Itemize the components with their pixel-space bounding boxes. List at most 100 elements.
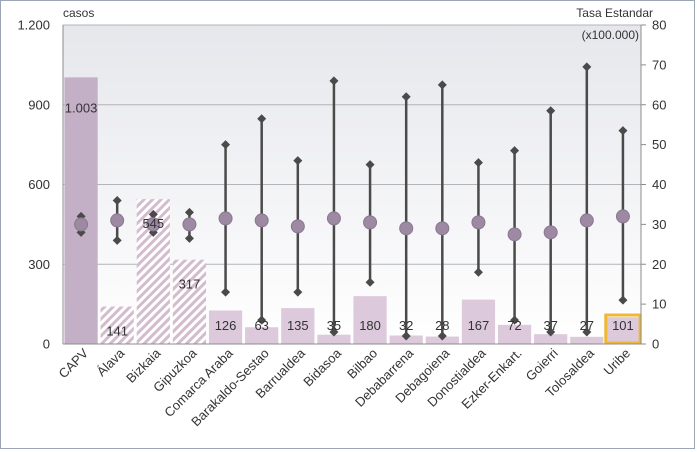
- data-labels: 1.003 141 545 317 126 63 135 35 180 32 28 167 72 37 27…: [65, 100, 634, 338]
- ci-high-marker: [221, 140, 231, 150]
- ci-low-marker: [184, 233, 194, 243]
- rate-point: [435, 221, 450, 236]
- ci-high-marker: [618, 126, 628, 136]
- right-tick-label: 30: [652, 217, 666, 232]
- confidence-intervals: [74, 62, 630, 341]
- bar-Tolosaldea: [570, 336, 604, 344]
- rate-point: [182, 217, 197, 232]
- ci-low-marker: [329, 327, 339, 337]
- left-tick-label: 0: [43, 337, 50, 352]
- ci-high-marker: [401, 92, 411, 102]
- right-tick-label: 50: [652, 137, 666, 152]
- ci-high-marker: [293, 156, 303, 166]
- ci-low-marker: [112, 235, 122, 245]
- bar-Ezker-Enkart.: [497, 324, 532, 344]
- rate-point: [74, 217, 89, 232]
- ci-high-marker: [112, 195, 122, 205]
- rate-point: [543, 225, 558, 240]
- case-label: 167: [468, 318, 490, 333]
- ci-low-marker: [401, 331, 411, 341]
- ci-low-marker: [257, 315, 267, 325]
- left-tick-label: 600: [28, 177, 50, 192]
- ci-low-marker: [546, 327, 556, 337]
- ci-low-marker: [582, 327, 592, 337]
- ci-high-marker: [473, 158, 483, 168]
- case-label: 37: [543, 318, 557, 333]
- ci-high-marker: [148, 209, 158, 219]
- case-label: 72: [507, 318, 521, 333]
- ci-high-marker: [582, 62, 592, 72]
- ci-low-marker: [365, 277, 375, 287]
- bar-Álava: [100, 306, 134, 344]
- rate-point: [290, 219, 305, 234]
- ci-high-marker: [365, 160, 375, 170]
- rate-point: [218, 211, 233, 226]
- ci-high-marker: [184, 207, 194, 217]
- case-label: 141: [106, 324, 128, 339]
- rate-point: [110, 213, 125, 228]
- right-tick-label: 80: [652, 18, 666, 33]
- ci-high-marker: [257, 114, 267, 124]
- bar-Barrualdea: [281, 308, 315, 344]
- category-label: Uribe: [600, 346, 633, 379]
- bar-Donostialdea: [461, 299, 496, 344]
- case-label: 126: [215, 318, 237, 333]
- rate-point: [146, 217, 161, 232]
- right-tick-label: 10: [652, 297, 666, 312]
- right-axis-title-line2: (x100.000): [582, 28, 639, 42]
- case-label: 63: [254, 318, 268, 333]
- right-tick-label: 40: [652, 177, 666, 192]
- ci-low-marker: [221, 287, 231, 297]
- case-label: 28: [435, 318, 449, 333]
- case-label: 317: [179, 277, 201, 292]
- rate-point: [471, 215, 486, 230]
- category-label: Álava: [94, 345, 128, 379]
- right-tick-label: 0: [652, 337, 659, 352]
- right-tick-label: 70: [652, 57, 666, 72]
- highlight-box: [604, 313, 642, 345]
- bar-Bidasoa: [317, 334, 351, 344]
- ci-low-marker: [473, 267, 483, 277]
- category-label: CAPV: [56, 345, 92, 381]
- ci-high-marker: [546, 106, 556, 116]
- bar-Bilbao: [353, 296, 387, 344]
- rate-point: [326, 211, 341, 226]
- category-label: Bidasoa: [300, 345, 344, 389]
- ci-high-marker: [329, 76, 339, 86]
- rate-point: [363, 215, 378, 230]
- ci-low-marker: [618, 295, 628, 305]
- case-label: 545: [142, 216, 164, 231]
- case-label: 1.003: [65, 100, 98, 115]
- case-label: 180: [359, 318, 381, 333]
- left-axis-title: casos: [63, 6, 94, 20]
- bar-Comarca Araba: [208, 310, 243, 344]
- bar-Uribe: [606, 317, 640, 344]
- rate-point: [399, 221, 414, 236]
- case-label: 35: [327, 318, 341, 333]
- right-tick-label: 60: [652, 97, 666, 112]
- ci-low-marker: [437, 331, 447, 341]
- right-tick-label: 20: [652, 257, 666, 272]
- bar-Barakaldo-Sestao: [245, 327, 279, 344]
- bar-Gipuzkoa: [172, 259, 207, 344]
- case-label: 135: [287, 318, 309, 333]
- ci-high-marker: [437, 80, 447, 90]
- left-tick-label: 900: [28, 97, 50, 112]
- rate-point: [615, 209, 630, 224]
- left-tick-label: 300: [28, 257, 50, 272]
- case-label: 32: [399, 318, 413, 333]
- bar-CAPV: [64, 77, 98, 344]
- ci-low-marker: [510, 315, 520, 325]
- right-axis-title-line1: Tasa Estandar: [576, 6, 653, 20]
- rate-point: [507, 227, 522, 242]
- ci-high-marker: [510, 146, 520, 156]
- rate-point: [579, 213, 594, 228]
- ci-low-marker: [293, 287, 303, 297]
- bar-Goierri: [534, 334, 568, 344]
- left-tick-label: 1.200: [17, 18, 50, 33]
- rate-point: [254, 213, 269, 228]
- case-label: 27: [580, 318, 594, 333]
- case-label: 101: [612, 318, 634, 333]
